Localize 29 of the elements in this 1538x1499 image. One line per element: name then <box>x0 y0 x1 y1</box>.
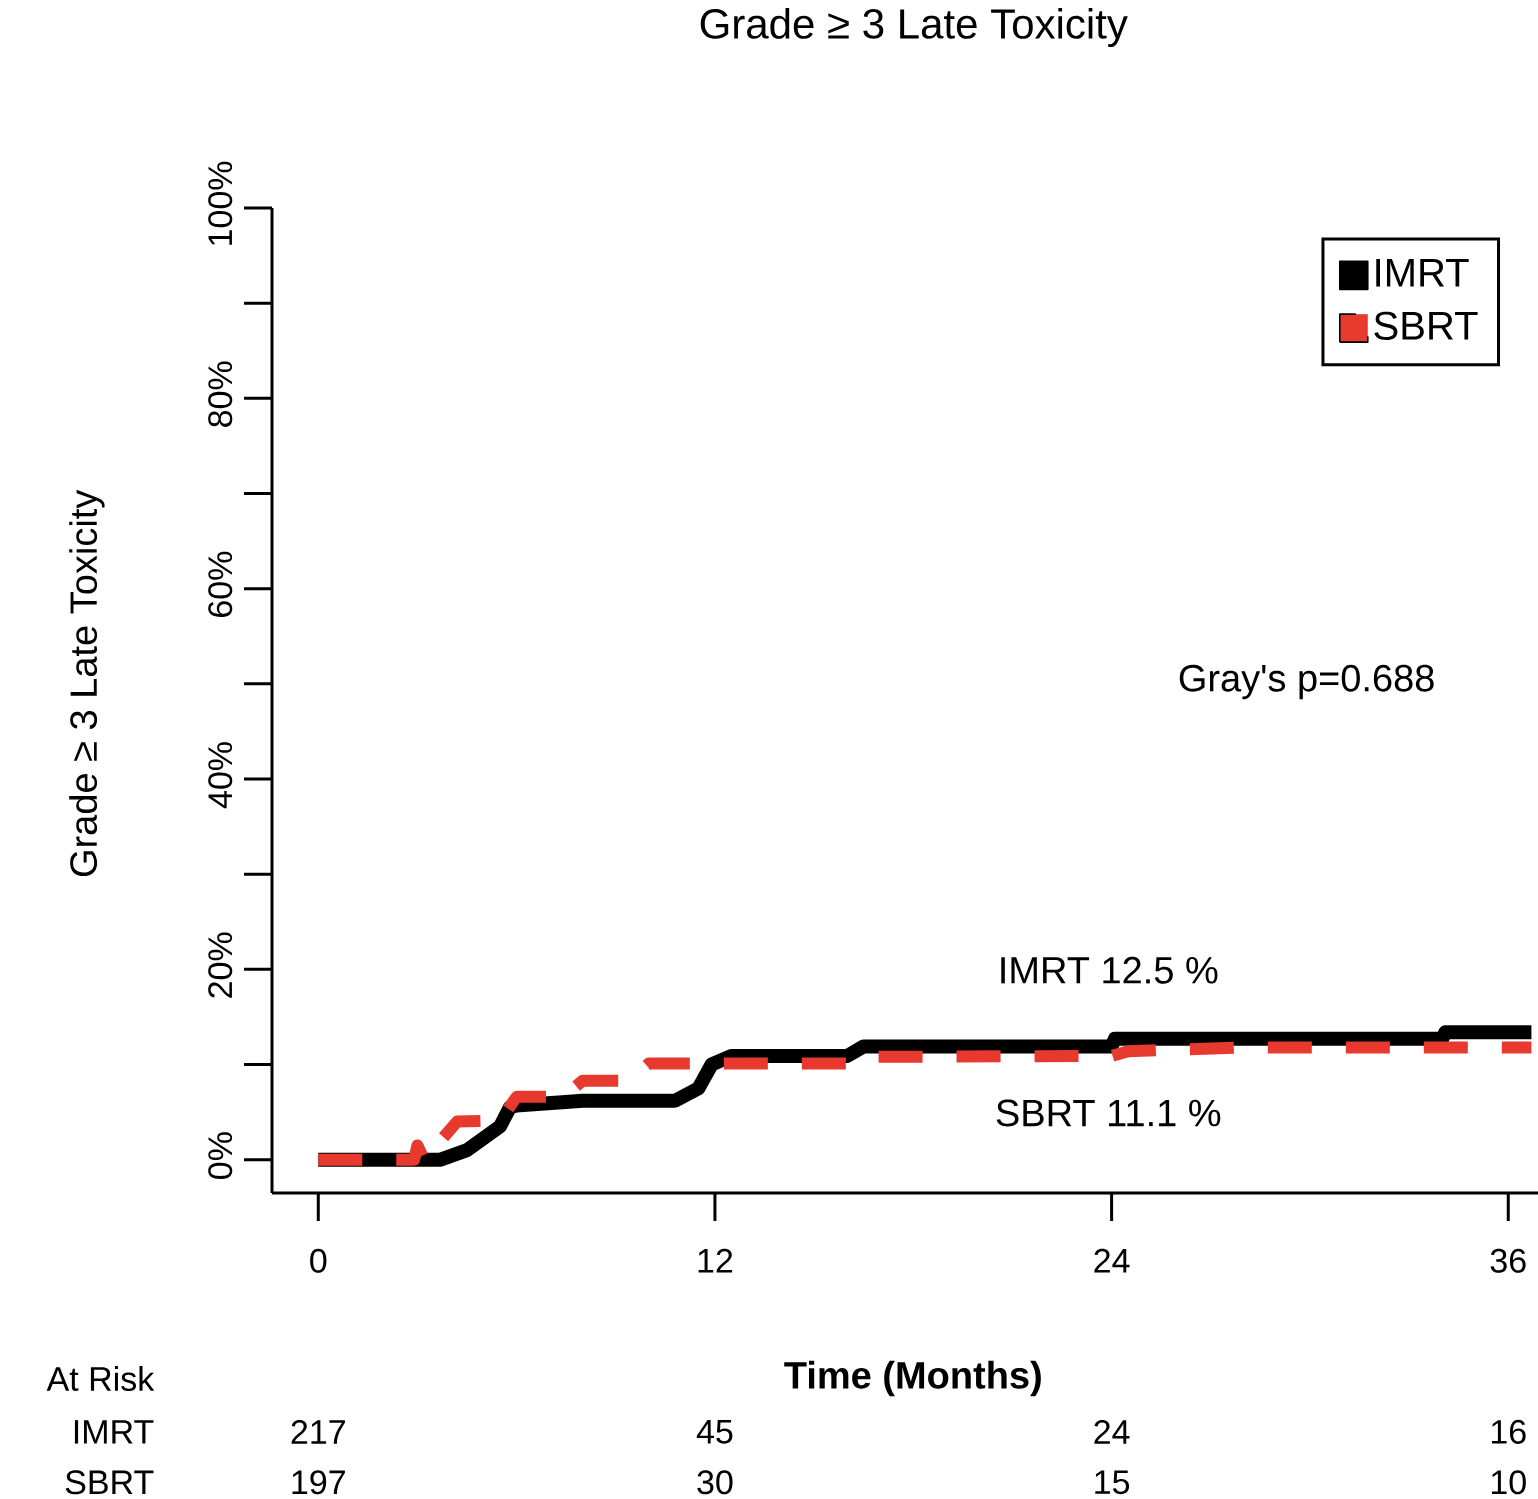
y-tick-label: 100% <box>208 161 233 245</box>
text: 197 <box>292 1470 345 1495</box>
legend-label: IMRT <box>1376 259 1469 287</box>
chart-title: Grade ≥ 3 Late Toxicity <box>700 7 1128 48</box>
annotation: IMRT 12.5 % <box>1001 956 1218 984</box>
y-tick-label: 60% <box>208 551 233 617</box>
text: 217 <box>291 1419 345 1444</box>
x-tick-label: 36 <box>1490 1248 1526 1273</box>
y-tick-label: 0% <box>208 1132 233 1179</box>
text: 30 <box>697 1470 733 1495</box>
x-tick-label: 0 <box>310 1248 327 1273</box>
text: IMRT <box>74 1420 154 1444</box>
text: 24 <box>1094 1419 1130 1444</box>
x-tick-label: 12 <box>698 1248 733 1273</box>
y-tick-label: 20% <box>208 932 233 998</box>
y-tick-label: 80% <box>208 361 233 427</box>
annotation: Gray's p=0.688 <box>1179 664 1434 700</box>
text: 45 <box>696 1419 733 1444</box>
text: 15 <box>1095 1470 1130 1495</box>
y-axis-title: Grade ≥ 3 Late Toxicity <box>69 489 105 877</box>
x-tick-label: 24 <box>1094 1248 1130 1273</box>
legend-label: SBRT <box>1374 311 1478 340</box>
text: SBRT <box>65 1470 154 1495</box>
x-axis-title: Time (Months) <box>784 1360 1041 1397</box>
text: 10 <box>1491 1470 1526 1495</box>
text: 16 <box>1491 1419 1526 1444</box>
y-tick-label: 40% <box>208 742 233 809</box>
text: At Risk <box>46 1366 155 1392</box>
annotation: SBRT 11.1 % <box>996 1099 1221 1127</box>
